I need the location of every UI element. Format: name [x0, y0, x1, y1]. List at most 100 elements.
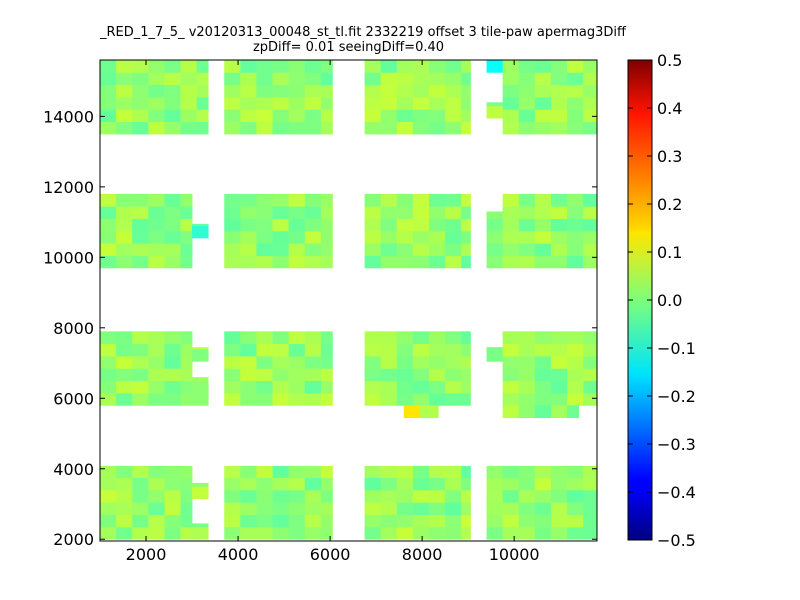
plot-area: [100, 60, 598, 540]
heatmap-cell: [196, 60, 209, 73]
heatmap-cell: [534, 255, 552, 269]
heatmap-cell: [534, 502, 552, 515]
heatmap-cell: [100, 502, 117, 515]
heatmap-cell: [486, 243, 504, 256]
heatmap-cell: [502, 502, 520, 515]
heatmap-cell: [180, 343, 193, 357]
chart-title-line2: zpDiff= 0.01 seeingDiff=0.40: [252, 40, 445, 55]
heatmap-cell: [518, 356, 536, 369]
heatmap-cell: [164, 193, 181, 207]
heatmap-cell: [534, 206, 552, 219]
heatmap-cell: [461, 489, 471, 503]
heatmap-cell: [583, 230, 598, 244]
heatmap-cell: [518, 393, 536, 406]
heatmap-cell: [164, 243, 181, 256]
heatmap-cell: [486, 514, 504, 528]
heatmap-cell: [364, 193, 382, 207]
heatmap-cell: [272, 72, 290, 86]
heatmap-cell: [445, 84, 462, 98]
heatmap-cell: [445, 526, 462, 540]
heatmap-cell: [240, 60, 257, 73]
heatmap-cell: [534, 356, 552, 369]
heatmap-cell: [396, 60, 414, 73]
heatmap-cell: [502, 60, 520, 73]
heatmap-cell: [100, 243, 117, 256]
heatmap-cell: [534, 243, 552, 256]
heatmap-cell: [272, 356, 290, 369]
heatmap-cell: [380, 97, 398, 110]
heatmap-cell: [272, 218, 290, 232]
y-tick-label: 10000: [43, 248, 94, 267]
heatmap-cell: [116, 193, 133, 207]
heatmap-cell: [148, 356, 165, 369]
heatmap-cell: [502, 331, 520, 345]
heatmap-cell: [518, 368, 536, 382]
heatmap-cell: [116, 465, 133, 478]
heatmap-cell: [116, 243, 133, 256]
y-tick-label: 6000: [53, 389, 94, 408]
heatmap-cell: [240, 331, 257, 345]
heatmap-cell: [304, 514, 322, 528]
heatmap-cell: [567, 193, 584, 207]
heatmap-cell: [567, 502, 584, 515]
heatmap-cell: [583, 109, 598, 123]
heatmap-cell: [116, 255, 133, 269]
heatmap-cell: [272, 84, 290, 98]
heatmap-cell: [256, 193, 273, 207]
heatmap-cell: [132, 465, 149, 478]
heatmap-cell: [412, 109, 430, 123]
heatmap-cell: [502, 343, 520, 357]
heatmap-cell: [224, 368, 241, 382]
heatmap-cell: [164, 356, 181, 369]
heatmap-cell: [396, 489, 414, 503]
heatmap-cell: [429, 84, 446, 98]
heatmap-cell: [502, 97, 520, 110]
heatmap-cell: [304, 121, 322, 135]
heatmap-cell: [192, 380, 209, 394]
heatmap-cell: [164, 502, 181, 515]
heatmap-cell: [461, 331, 471, 345]
heatmap-cell: [518, 477, 536, 491]
heatmap-cell: [320, 343, 333, 357]
heatmap-cell: [396, 206, 414, 219]
heatmap-cell: [461, 218, 471, 232]
heatmap-cell: [164, 343, 181, 357]
heatmap-cell: [429, 502, 446, 515]
heatmap-cell: [380, 514, 398, 528]
heatmap-cell: [224, 477, 241, 491]
heatmap-cell: [502, 218, 520, 232]
colorbar-tick-label: −0.4: [657, 483, 696, 502]
heatmap-cell: [256, 72, 273, 86]
heatmap-cell: [445, 343, 462, 357]
heatmap-cell: [429, 526, 446, 540]
heatmap-cell: [192, 486, 209, 500]
heatmap-cell: [396, 109, 414, 123]
heatmap-cell: [304, 72, 322, 86]
heatmap-cell: [486, 60, 504, 73]
heatmap-cell: [196, 97, 209, 110]
heatmap-cell: [100, 343, 117, 357]
heatmap-cell: [567, 243, 584, 256]
heatmap-cell: [192, 393, 209, 406]
heatmap-cell: [419, 405, 437, 419]
heatmap-cell: [240, 193, 257, 207]
heatmap-cell: [396, 393, 414, 406]
heatmap-cell: [583, 380, 598, 394]
heatmap-cell: [148, 121, 165, 135]
heatmap-cell: [364, 343, 382, 357]
heatmap-cell: [256, 243, 273, 256]
heatmap-cell: [256, 356, 273, 369]
heatmap-cell: [412, 243, 430, 256]
heatmap-cell: [304, 526, 322, 540]
heatmap-cell: [396, 526, 414, 540]
heatmap-cell: [445, 331, 462, 345]
heatmap-cell: [502, 465, 520, 478]
heatmap-cell: [164, 84, 181, 98]
heatmap-cell: [180, 206, 193, 219]
heatmap-cell: [461, 356, 471, 369]
heatmap-cell: [180, 465, 193, 478]
heatmap-cell: [304, 97, 322, 110]
heatmap-cell: [224, 109, 241, 123]
heatmap-cell: [518, 193, 536, 207]
heatmap-cell: [288, 393, 306, 406]
